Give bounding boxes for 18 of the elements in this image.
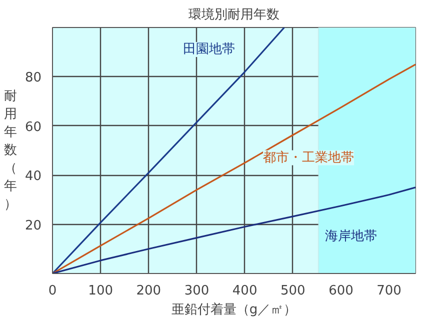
x-tick-label: 600 — [328, 284, 354, 298]
x-tick-label: 0 — [48, 284, 57, 298]
x-tick-label: 500 — [280, 284, 306, 298]
x-tick-label: 400 — [232, 284, 258, 298]
x-tick-label: 200 — [136, 284, 162, 298]
y-tick-label: 60 — [24, 120, 42, 135]
x-tick-label: 700 — [376, 284, 402, 298]
y-tick-label: 20 — [24, 218, 42, 234]
series-label: 都市・工業地帯 — [263, 150, 354, 166]
y-axis-title: 耐用年数（年） — [4, 89, 17, 212]
y-tick-label: 80 — [24, 70, 42, 86]
x-tick-label: 100 — [88, 284, 113, 298]
y-tick-label: 40 — [24, 169, 42, 184]
x-axis-title: 亜鉛付着量（g／㎡） — [171, 302, 297, 318]
series-label: 海岸地帯 — [324, 228, 377, 244]
chart-title: 環境別耐用年数 — [188, 6, 280, 22]
x-tick-label: 300 — [184, 284, 210, 298]
series-label: 田園地帯 — [183, 42, 236, 58]
